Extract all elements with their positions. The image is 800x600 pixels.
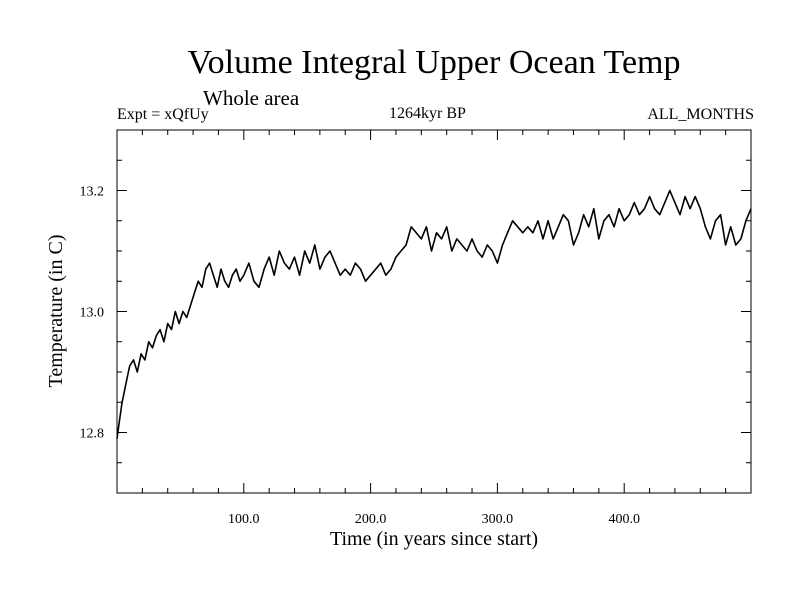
y-tick-label: 13.0	[80, 306, 105, 321]
plot-frame	[116, 129, 752, 494]
y-axis-label: Temperature (in C)	[45, 235, 67, 388]
axis-tick-labels: 100.0 200.0 300.0 400.0 12.8 13.0 13.2	[80, 185, 640, 528]
series-line	[116, 189, 752, 439]
x-tick-label: 400.0	[608, 512, 640, 527]
period-label: 1264kyr BP	[389, 105, 466, 122]
chart-subtitle: Whole area	[203, 86, 300, 110]
experiment-label: Expt = xQfUy	[117, 106, 209, 123]
y-tick-label: 13.2	[80, 185, 105, 200]
x-tick-label: 100.0	[228, 512, 260, 527]
chart-title: Volume Integral Upper Ocean Temp	[187, 44, 681, 81]
axis-ticks	[117, 130, 751, 493]
months-label: ALL_MONTHS	[647, 106, 754, 123]
y-tick-label: 12.8	[80, 427, 105, 442]
x-axis-label: Time (in years since start)	[330, 528, 538, 550]
x-tick-label: 200.0	[355, 512, 387, 527]
x-tick-label: 300.0	[482, 512, 514, 527]
